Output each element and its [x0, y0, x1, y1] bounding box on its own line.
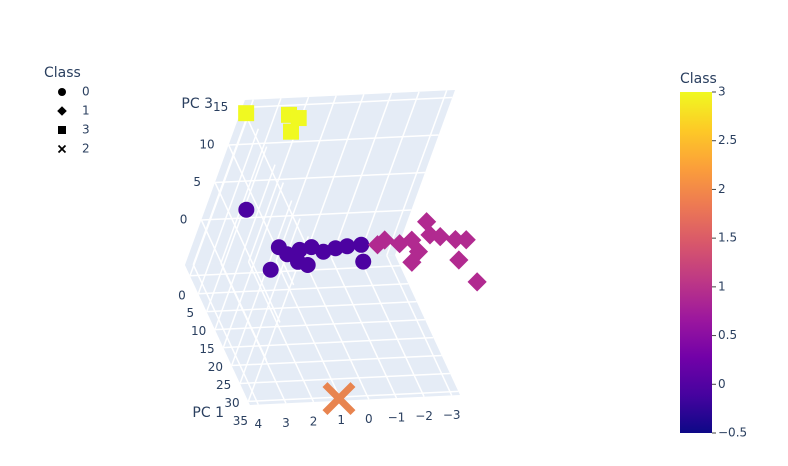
point [299, 257, 316, 274]
colorbar-tick-label: 3 [718, 85, 726, 99]
point [262, 261, 279, 278]
legend-title: Class [44, 65, 81, 81]
grid-line [231, 354, 442, 367]
grid-line [214, 318, 426, 331]
grid-line [239, 372, 451, 385]
scene [185, 90, 487, 416]
x-tick-label: 20 [208, 360, 223, 374]
point [315, 243, 332, 260]
colorbar-tick-label: 1 [718, 279, 726, 293]
grid-line [200, 219, 268, 361]
point [430, 227, 450, 247]
colorbar-tick-label: 1.5 [718, 231, 737, 245]
point [355, 253, 372, 270]
grid-line [206, 300, 417, 313]
point [283, 123, 300, 140]
grid-line [247, 261, 315, 403]
grid-line [358, 256, 425, 398]
x-tick-label: 15 [199, 342, 214, 356]
x-tick-label: 35 [233, 414, 248, 428]
grid-line [192, 264, 259, 405]
grid-line [241, 107, 308, 248]
x-tick-label: 0 [178, 288, 186, 302]
point [238, 201, 255, 218]
point [290, 110, 307, 127]
z-tick-label: 15 [213, 100, 228, 114]
colorbar [680, 92, 712, 433]
colorbar-title: Class [680, 71, 717, 87]
z-tick-label: 0 [180, 213, 188, 227]
colorbar-tick-label: 0.5 [718, 328, 737, 342]
colorbar-tick-label: −0.5 [718, 426, 747, 440]
z-tick-label: 5 [193, 175, 201, 189]
legend-label: 0 [82, 85, 90, 99]
point [238, 105, 255, 122]
grid-line [275, 260, 342, 401]
y-tick-label: −1 [388, 411, 406, 425]
z-axis-title: PC 3 [181, 96, 213, 112]
grid-line [201, 209, 412, 221]
colorbar-tick-label: 2.5 [718, 133, 737, 147]
point [445, 229, 466, 250]
legend-symbol [57, 144, 67, 154]
point [449, 250, 469, 270]
grid-line [214, 182, 281, 323]
x-tick-label: 25 [216, 378, 231, 392]
point [375, 230, 395, 250]
colorbar-tick-label: 2 [718, 182, 726, 196]
grid-line [198, 282, 409, 295]
y-tick-label: −2 [415, 409, 433, 423]
z-tick-label: 10 [199, 138, 214, 152]
grid-line [223, 336, 434, 349]
y-tick-label: 1 [337, 413, 345, 427]
point [456, 230, 476, 250]
colorbar-tick-label: 0 [718, 377, 726, 391]
legend-symbol [58, 126, 66, 134]
y-tick-label: 0 [365, 412, 373, 426]
legend-symbol [58, 88, 66, 96]
grid-line [330, 257, 398, 399]
grid-line [303, 259, 370, 400]
point [467, 272, 487, 292]
grid-line [214, 171, 426, 184]
y-tick-label: 2 [310, 414, 318, 428]
point [402, 252, 422, 272]
legend-label: 2 [82, 142, 90, 156]
grid-line [242, 96, 453, 109]
legend-symbol [57, 106, 67, 116]
grid-line [227, 144, 295, 286]
x-axis-title: PC 1 [192, 405, 224, 421]
x-tick-label: 30 [224, 396, 239, 410]
legend-label: 3 [82, 123, 90, 137]
x-tick-label: 10 [191, 324, 206, 338]
y-tick-label: 4 [254, 417, 262, 431]
floor [185, 255, 460, 405]
grid-line [386, 255, 453, 396]
point [339, 238, 356, 255]
point [353, 236, 370, 253]
point [322, 382, 356, 416]
y-tick-label: 3 [282, 416, 290, 430]
grid-line [248, 390, 459, 403]
point [417, 212, 437, 232]
y-tick-label: −3 [443, 408, 461, 422]
point [367, 235, 388, 255]
legend-label: 1 [82, 104, 90, 118]
x-tick-label: 5 [187, 306, 195, 320]
grid-line [228, 134, 439, 146]
point [420, 225, 440, 245]
